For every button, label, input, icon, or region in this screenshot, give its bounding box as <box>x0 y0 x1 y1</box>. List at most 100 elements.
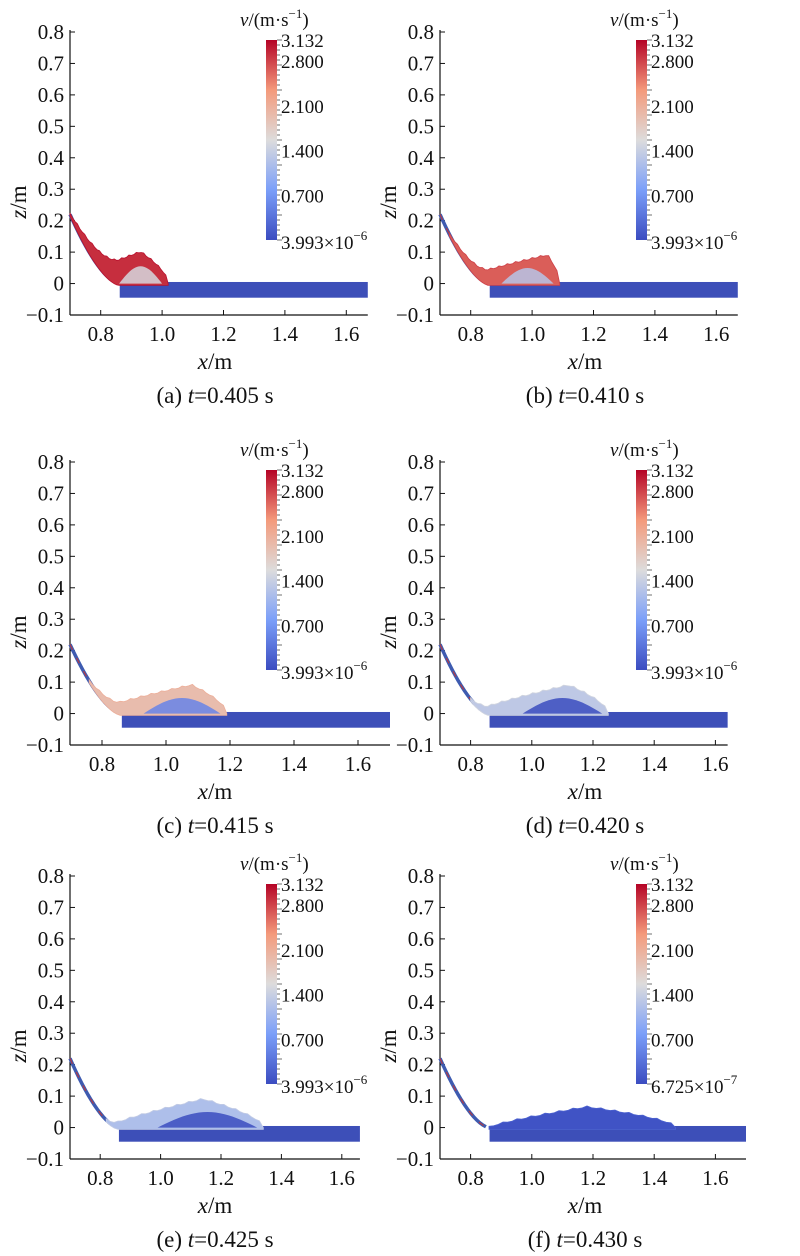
colorbar <box>636 884 647 1084</box>
ramp-chute <box>438 1057 487 1129</box>
y-tick-label: 0.8 <box>38 450 64 474</box>
colorbar-tick-label: 1.400 <box>651 142 694 163</box>
y-tick-label: 0.6 <box>408 513 434 537</box>
colorbar-label-unit: /(m·s <box>248 854 288 875</box>
colorbar-label: v/(m·s−1) <box>240 436 309 461</box>
ramp-chute-highlight <box>69 1058 116 1128</box>
y-tick-label: 0.3 <box>408 177 434 201</box>
colorbar-min-label: 3.993×10−6 <box>281 228 368 254</box>
y-axis-label: z/m <box>376 615 401 649</box>
x-tick-label: 1.6 <box>329 1166 355 1190</box>
y-tick-label: 0.2 <box>408 1053 434 1077</box>
y-tick-label: 0.1 <box>408 240 434 264</box>
caption-letter: (f) <box>528 1227 557 1252</box>
deposit-bed <box>489 281 738 298</box>
y-tick-label: 0.4 <box>408 990 435 1014</box>
colorbar-label-close: ) <box>302 10 308 31</box>
x-tick-label: 1.0 <box>519 752 545 776</box>
y-tick-label: 0.7 <box>38 895 64 919</box>
colorbar-min-label: 3.993×10−6 <box>651 658 738 684</box>
x-axis-label-var: x <box>567 1193 579 1218</box>
colorbar-tick-label: 0.700 <box>651 1030 694 1051</box>
y-tick-label: 0.1 <box>38 240 64 264</box>
x-axis-label-unit: /m <box>578 349 602 374</box>
colorbar-tick-label: 0.700 <box>651 186 694 207</box>
panel-caption: (e) t=0.425 s <box>156 1227 273 1252</box>
x-tick-label: 1.2 <box>217 752 243 776</box>
y-tick-label: 0.6 <box>38 927 64 951</box>
colorbar-label-unit: /(m·s <box>248 10 288 31</box>
y-tick-label: 0.3 <box>408 607 434 631</box>
colorbar-min-mantissa: 6.725×10 <box>651 1077 723 1098</box>
y-tick-label: 0.3 <box>408 1021 434 1045</box>
y-tick-label: 0.4 <box>38 990 65 1014</box>
x-tick-label: 1.6 <box>702 1166 728 1190</box>
y-axis-label-unit: /m <box>376 615 401 639</box>
x-tick-label: 1.0 <box>519 322 545 346</box>
flowing-mass-core <box>143 698 221 714</box>
x-tick-label: 1.2 <box>580 1166 606 1190</box>
x-tick-label: 1.2 <box>580 752 606 776</box>
x-tick-label: 1.6 <box>702 752 728 776</box>
x-axis-label: x/m <box>197 349 233 374</box>
x-tick-label: 1.4 <box>641 1166 668 1190</box>
colorbar-tick-label: 3.132 <box>281 875 324 896</box>
y-axis-label: z/m <box>6 1029 31 1063</box>
x-tick-label: 1.2 <box>210 322 236 346</box>
colorbar-label-exponent: −1 <box>659 6 673 21</box>
x-axis-label-unit: /m <box>578 779 602 804</box>
colorbar-min-mantissa: 3.993×10 <box>281 663 353 684</box>
colorbar-label: v/(m·s−1) <box>240 850 309 875</box>
colorbar-tick-label: 2.800 <box>281 482 324 503</box>
colorbar-label-unit: /(m·s <box>248 440 288 461</box>
ramp-chute-highlight <box>439 1058 487 1128</box>
y-axis-label: z/m <box>6 185 31 219</box>
x-axis-label-var: x <box>197 349 209 374</box>
colorbar-tick-label: 2.800 <box>651 896 694 917</box>
y-axis-label-var: z <box>376 1054 401 1064</box>
y-axis-label-var: z <box>376 210 401 220</box>
x-tick-label: 1.4 <box>641 752 668 776</box>
y-tick-label: 0.1 <box>408 670 434 694</box>
colorbar-label-unit: /(m·s <box>618 854 658 875</box>
panel-caption: (b) t=0.410 s <box>526 383 644 408</box>
panel-caption: (a) t=0.405 s <box>156 383 273 408</box>
caption-value: =0.420 s <box>565 813 644 838</box>
caption-letter: (e) <box>156 1227 187 1252</box>
y-tick-label: 0.7 <box>408 51 434 75</box>
y-tick-label: 0.4 <box>38 576 65 600</box>
colorbar-label-var: v <box>610 10 619 31</box>
flowing-mass-core <box>119 266 163 284</box>
x-tick-label: 0.8 <box>89 752 115 776</box>
y-tick-label: 0.6 <box>408 83 434 107</box>
colorbar-label-exponent: −1 <box>289 6 303 21</box>
colorbar-tick-label: 0.700 <box>651 616 694 637</box>
x-axis-label: x/m <box>197 779 233 804</box>
y-axis-label-unit: /m <box>376 185 401 209</box>
y-tick-label: 0.8 <box>38 20 64 44</box>
y-tick-label: 0.2 <box>38 209 64 233</box>
y-axis-label-var: z <box>6 640 31 650</box>
colorbar <box>266 470 277 670</box>
y-tick-label: 0.5 <box>408 544 434 568</box>
colorbar-label: v/(m·s−1) <box>610 436 679 461</box>
x-tick-label: 1.0 <box>153 752 179 776</box>
y-tick-label: 0.5 <box>38 544 64 568</box>
deposit-bed <box>118 1125 360 1142</box>
colorbar-min-label: 3.993×10−6 <box>281 1072 368 1098</box>
colorbar-min-mantissa: 3.993×10 <box>651 233 723 254</box>
y-tick-label: 0.3 <box>38 1021 64 1045</box>
x-axis-label-unit: /m <box>208 1193 232 1218</box>
deposit-bed <box>121 711 390 728</box>
x-tick-label: 0.8 <box>457 752 483 776</box>
y-axis-label-var: z <box>376 640 401 650</box>
colorbar-label-exponent: −1 <box>659 436 673 451</box>
colorbar-label: v/(m·s−1) <box>610 6 679 31</box>
x-axis-label-unit: /m <box>208 349 232 374</box>
y-tick-label: 0.8 <box>38 864 64 888</box>
x-axis-label-unit: /m <box>578 1193 602 1218</box>
colorbar-label-close: ) <box>672 440 678 461</box>
x-axis-label-var: x <box>567 349 579 374</box>
colorbar-min-exponent: −6 <box>353 1072 367 1087</box>
caption-var: t <box>558 383 565 408</box>
